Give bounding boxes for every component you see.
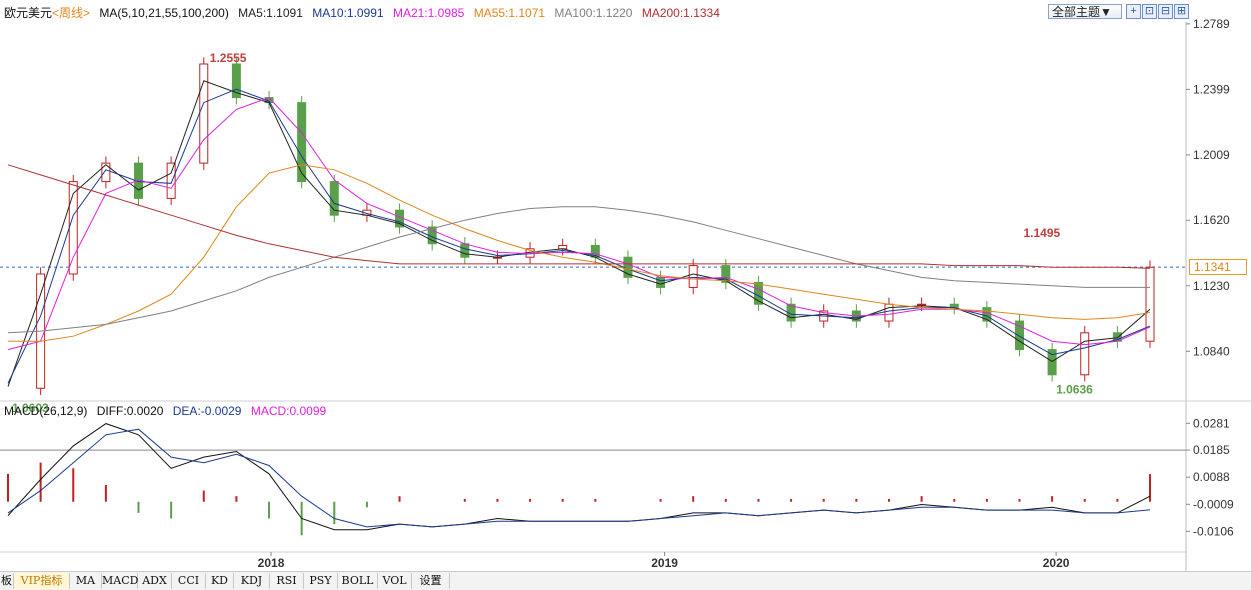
main-header: 欧元美元<周线> MA(5,10,21,55,100,200) MA5:1.10… bbox=[4, 4, 726, 20]
candle-body bbox=[199, 63, 209, 164]
tab-vol[interactable]: VOL bbox=[378, 573, 412, 589]
candle-body bbox=[721, 265, 731, 283]
candle-body bbox=[68, 181, 78, 275]
candle-body bbox=[917, 303, 927, 306]
macd-tick-label: 0.0185 bbox=[1193, 443, 1230, 457]
time-tick-label: 2020 bbox=[1043, 556, 1070, 570]
macd-tick-label: 0.0088 bbox=[1193, 470, 1230, 484]
macd-header: MACD(26,12,9) DIFF:0.0020 DEA:-0.0029 MA… bbox=[4, 404, 332, 418]
forex-chart[interactable]: 1.2789 1.2399 1.2009 1.1620 1.1230 1.0840 1.25… bbox=[0, 0, 1251, 571]
tab-settings[interactable]: 设置 bbox=[412, 573, 450, 589]
ma-line-ma55 bbox=[8, 164, 1151, 342]
macd-params: MACD(26,12,9) bbox=[4, 404, 88, 418]
candle-body bbox=[558, 244, 568, 250]
peak2-annotation: 1.1495 bbox=[1023, 226, 1060, 240]
candle-body bbox=[1047, 349, 1057, 376]
tab-vip[interactable]: VIP指标 bbox=[14, 573, 70, 589]
ma100-value: MA100:1.1220 bbox=[554, 6, 633, 20]
ma5-value: MA5:1.1091 bbox=[238, 6, 303, 20]
tab-kd[interactable]: KD bbox=[206, 573, 234, 589]
price-tick-label: 1.2789 bbox=[1193, 17, 1230, 31]
candle-body bbox=[460, 243, 470, 258]
candle-body bbox=[1145, 266, 1155, 342]
macd-dea: DEA:-0.0029 bbox=[172, 404, 242, 418]
price-tick-label: 1.0840 bbox=[1193, 344, 1230, 358]
low2-annotation: 1.0636 bbox=[1056, 383, 1093, 397]
macd-tick-label: 0.0281 bbox=[1193, 416, 1230, 430]
low-annotation: 1.0603 bbox=[12, 401, 49, 415]
high-annotation: 1.2555 bbox=[210, 51, 247, 65]
macd-diff-line bbox=[7, 423, 1151, 531]
ma-line-ma100 bbox=[7, 206, 1150, 334]
ma55-value: MA55:1.1071 bbox=[473, 6, 546, 20]
symbol-label: 欧元美元 bbox=[4, 6, 53, 20]
ma200-value: MA200:1.1334 bbox=[641, 6, 720, 20]
add-icon[interactable]: + bbox=[1126, 4, 1141, 19]
tab-cci[interactable]: CCI bbox=[172, 573, 206, 589]
macd-value: MACD:0.0099 bbox=[250, 404, 327, 418]
tab-adx[interactable]: ADX bbox=[138, 573, 172, 589]
tab-boll[interactable]: BOLL bbox=[338, 573, 378, 589]
current-price-tag: 1.1341 bbox=[1189, 259, 1247, 275]
candle-body bbox=[1014, 320, 1024, 351]
candle-body bbox=[786, 303, 796, 322]
time-tick-label: 2018 bbox=[258, 556, 285, 570]
macd-tick-label: -0.0106 bbox=[1193, 524, 1234, 538]
ma-params: MA(5,10,21,55,100,200) bbox=[99, 6, 229, 20]
price-tick-label: 1.2399 bbox=[1193, 82, 1230, 96]
ma10-value: MA10:1.0991 bbox=[312, 6, 384, 20]
macd-tick-label: -0.0009 bbox=[1193, 497, 1234, 511]
macd-diff: DIFF:0.0020 bbox=[96, 404, 164, 418]
theme-select[interactable]: 全部主题▼ bbox=[1048, 4, 1122, 19]
candle-body bbox=[101, 162, 111, 183]
candle-body bbox=[884, 303, 894, 322]
expand-icon[interactable]: ⊞ bbox=[1174, 4, 1189, 19]
tab-kdj[interactable]: KDJ bbox=[234, 573, 270, 589]
candles-group bbox=[36, 57, 1155, 395]
tab-macd[interactable]: MACD bbox=[102, 573, 139, 589]
price-tick-label: 1.1230 bbox=[1193, 279, 1230, 293]
candle-body bbox=[166, 162, 176, 199]
candle-body bbox=[297, 102, 307, 183]
tab-rsi[interactable]: RSI bbox=[270, 573, 304, 589]
tab-ma[interactable]: MA bbox=[70, 573, 102, 589]
time-tick-label: 2019 bbox=[651, 556, 678, 570]
ma21-value: MA21:1.0985 bbox=[392, 6, 465, 20]
indicator-tab-bar: 板 VIP指标 MA MACD ADX CCI KD KDJ RSI PSY B… bbox=[0, 571, 1251, 590]
macd-dea-line bbox=[7, 428, 1151, 528]
price-tick-label: 1.1620 bbox=[1193, 213, 1230, 227]
price-tick-label: 1.2009 bbox=[1193, 148, 1230, 162]
ma-line-ma5 bbox=[7, 80, 1151, 387]
ma-line-ma21 bbox=[7, 97, 1151, 351]
tab-psy[interactable]: PSY bbox=[304, 573, 338, 589]
candle-body bbox=[688, 265, 698, 288]
period-label[interactable]: <周线> bbox=[52, 6, 91, 20]
candle-body bbox=[231, 63, 241, 99]
ma-line-ma200 bbox=[7, 164, 1151, 269]
ma-line-ma10 bbox=[7, 88, 1151, 384]
candle-body bbox=[656, 276, 666, 288]
collapse-icon[interactable]: ⊟ bbox=[1158, 4, 1173, 19]
tab-board[interactable]: 板 bbox=[1, 573, 14, 589]
macd-histogram bbox=[7, 462, 1151, 536]
fit-icon[interactable]: ⊡ bbox=[1142, 4, 1157, 19]
candle-body bbox=[1080, 332, 1090, 376]
